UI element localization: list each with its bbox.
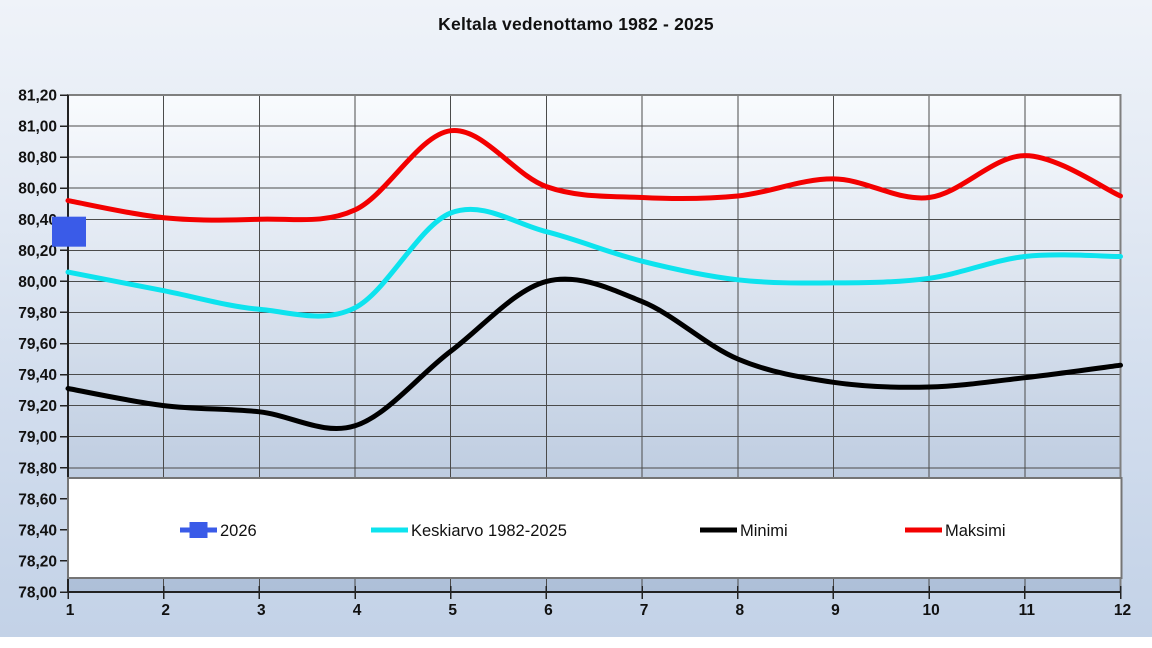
y-axis-label: 79,40 (18, 367, 57, 384)
y-axis-label: 78,00 (18, 585, 57, 602)
x-axis-label: 2 (161, 602, 170, 619)
y-axis-label: 78,20 (18, 553, 57, 570)
y-axis-label: 81,20 (18, 88, 57, 105)
x-axis-label: 10 (923, 602, 940, 619)
x-axis-label: 6 (544, 602, 553, 619)
y-axis-label: 79,60 (18, 336, 57, 353)
x-axis-label: 1 (66, 602, 75, 619)
x-axis-label: 4 (353, 602, 362, 619)
legend-box (67, 477, 1123, 579)
maksimi-line (65, 128, 1123, 223)
y-axis-label: 80,80 (18, 150, 57, 167)
y-axis-label: 78,80 (18, 460, 57, 477)
y-axis-label: 80,00 (18, 274, 57, 291)
x-axis-label: 9 (831, 602, 840, 619)
y-axis-label: 78,40 (18, 522, 57, 539)
minimi-line (65, 276, 1123, 432)
legend-label: Minimi (740, 522, 788, 540)
series-2026-point-marker (52, 216, 86, 247)
x-axis-label: 3 (257, 602, 266, 619)
legend-marker-square (189, 522, 208, 538)
x-axis-label: 5 (448, 602, 457, 619)
y-axis-label: 80,20 (18, 243, 57, 260)
x-axis-label: 7 (640, 602, 649, 619)
chart-title: Keltala vedenottamo 1982 - 2025 (438, 14, 714, 34)
legend-label: Maksimi (945, 522, 1006, 540)
y-axis-label: 79,80 (18, 305, 57, 322)
y-axis-label: 79,00 (18, 429, 57, 446)
y-axis-label: 79,20 (18, 398, 57, 415)
y-axis-label: 78,60 (18, 491, 57, 508)
x-axis-label: 12 (1114, 602, 1131, 619)
x-axis-label: 11 (1019, 602, 1036, 619)
legend-label: 2026 (220, 522, 257, 540)
y-axis-label: 80,60 (18, 181, 57, 198)
keskiarvo-line (65, 206, 1123, 319)
x-axis-label: 8 (735, 602, 744, 619)
y-axis-label: 81,00 (18, 119, 57, 136)
y-axis-label: 80,40 (18, 212, 57, 229)
legend-label: Keskiarvo 1982-2025 (411, 522, 567, 540)
